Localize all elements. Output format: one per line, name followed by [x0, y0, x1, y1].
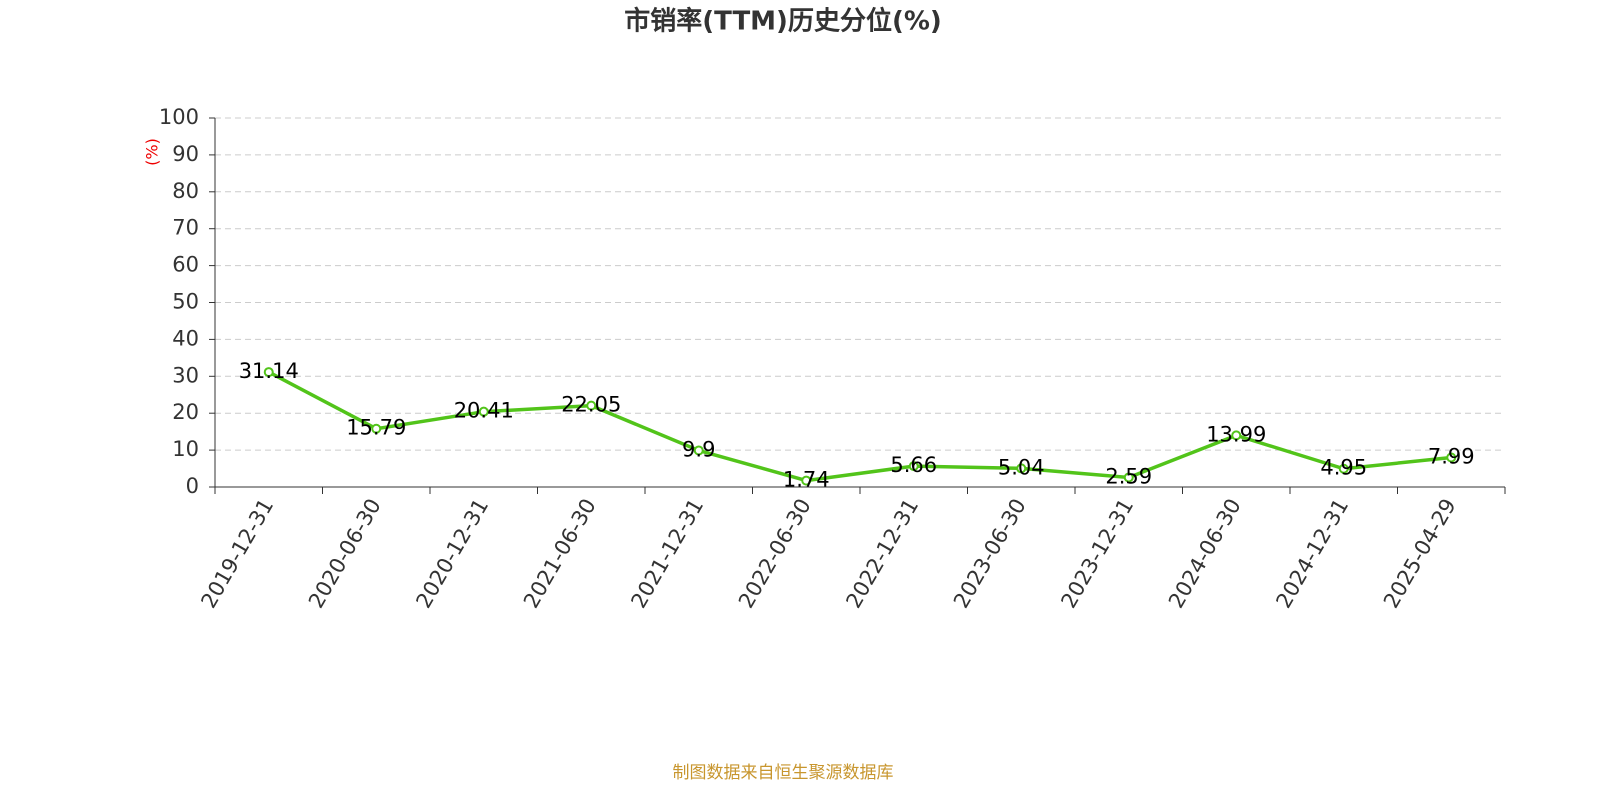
data-label: 1.74: [783, 468, 830, 492]
data-point: [1231, 430, 1242, 441]
data-label: 9.9: [682, 437, 715, 461]
y-tick-label: 30: [172, 363, 199, 387]
x-tick-label: 2025-04-29: [1379, 495, 1461, 613]
data-label: 7.99: [1428, 445, 1475, 469]
data-label: 31.14: [239, 359, 299, 383]
data-point: [1123, 472, 1134, 483]
x-tick-label: 2020-12-31: [411, 495, 493, 613]
x-tick-label: 2023-06-30: [949, 495, 1031, 613]
data-point: [478, 406, 489, 417]
y-tick-label: 0: [186, 474, 199, 498]
data-line: [267, 370, 1452, 483]
data-point: [263, 367, 274, 378]
data-label: 5.04: [998, 455, 1045, 479]
data-point: [1016, 463, 1027, 474]
data-label: 2.59: [1105, 464, 1152, 488]
data-point: [586, 400, 597, 411]
x-tick-label: 2021-06-30: [519, 495, 601, 613]
x-tick-label: 2022-12-31: [841, 495, 923, 613]
data-point: [801, 475, 812, 486]
data-label: 4.95: [1320, 456, 1367, 480]
data-label: 5.66: [890, 453, 937, 477]
data-point: [1338, 463, 1349, 474]
y-axis-label: (%): [143, 138, 162, 166]
x-tick-label: 2019-12-31: [196, 495, 278, 613]
data-point: [371, 423, 382, 434]
x-tick-label: 2021-12-31: [626, 495, 708, 613]
y-tick-label: 10: [172, 437, 199, 461]
y-tick-label: 70: [172, 216, 199, 240]
x-tick-label: 2022-06-30: [734, 495, 816, 613]
source-note: 制图数据来自恒生聚源数据库: [673, 763, 894, 783]
y-tick-label: 100: [159, 105, 199, 129]
chart-title: 市销率(TTM)历史分位(%): [624, 6, 942, 37]
y-tick-label: 20: [172, 400, 199, 424]
x-tick-label: 2020-06-30: [304, 495, 386, 613]
data-label: 15.79: [346, 416, 406, 440]
data-label: 22.05: [561, 393, 621, 417]
y-tick-label: 90: [172, 142, 199, 166]
data-point: [1446, 452, 1457, 463]
data-label: 13.99: [1206, 422, 1266, 446]
y-tick-label: 50: [172, 290, 199, 314]
x-tick-label: 2024-06-30: [1164, 495, 1246, 613]
x-tick-label: 2023-12-31: [1056, 495, 1138, 613]
data-point: [693, 445, 704, 456]
y-tick-label: 80: [172, 179, 199, 203]
data-point: [908, 461, 919, 472]
x-tick-label: 2024-12-31: [1271, 495, 1353, 613]
y-tick-label: 40: [172, 326, 199, 350]
y-tick-label: 60: [172, 253, 199, 277]
data-label: 20.41: [454, 399, 514, 423]
